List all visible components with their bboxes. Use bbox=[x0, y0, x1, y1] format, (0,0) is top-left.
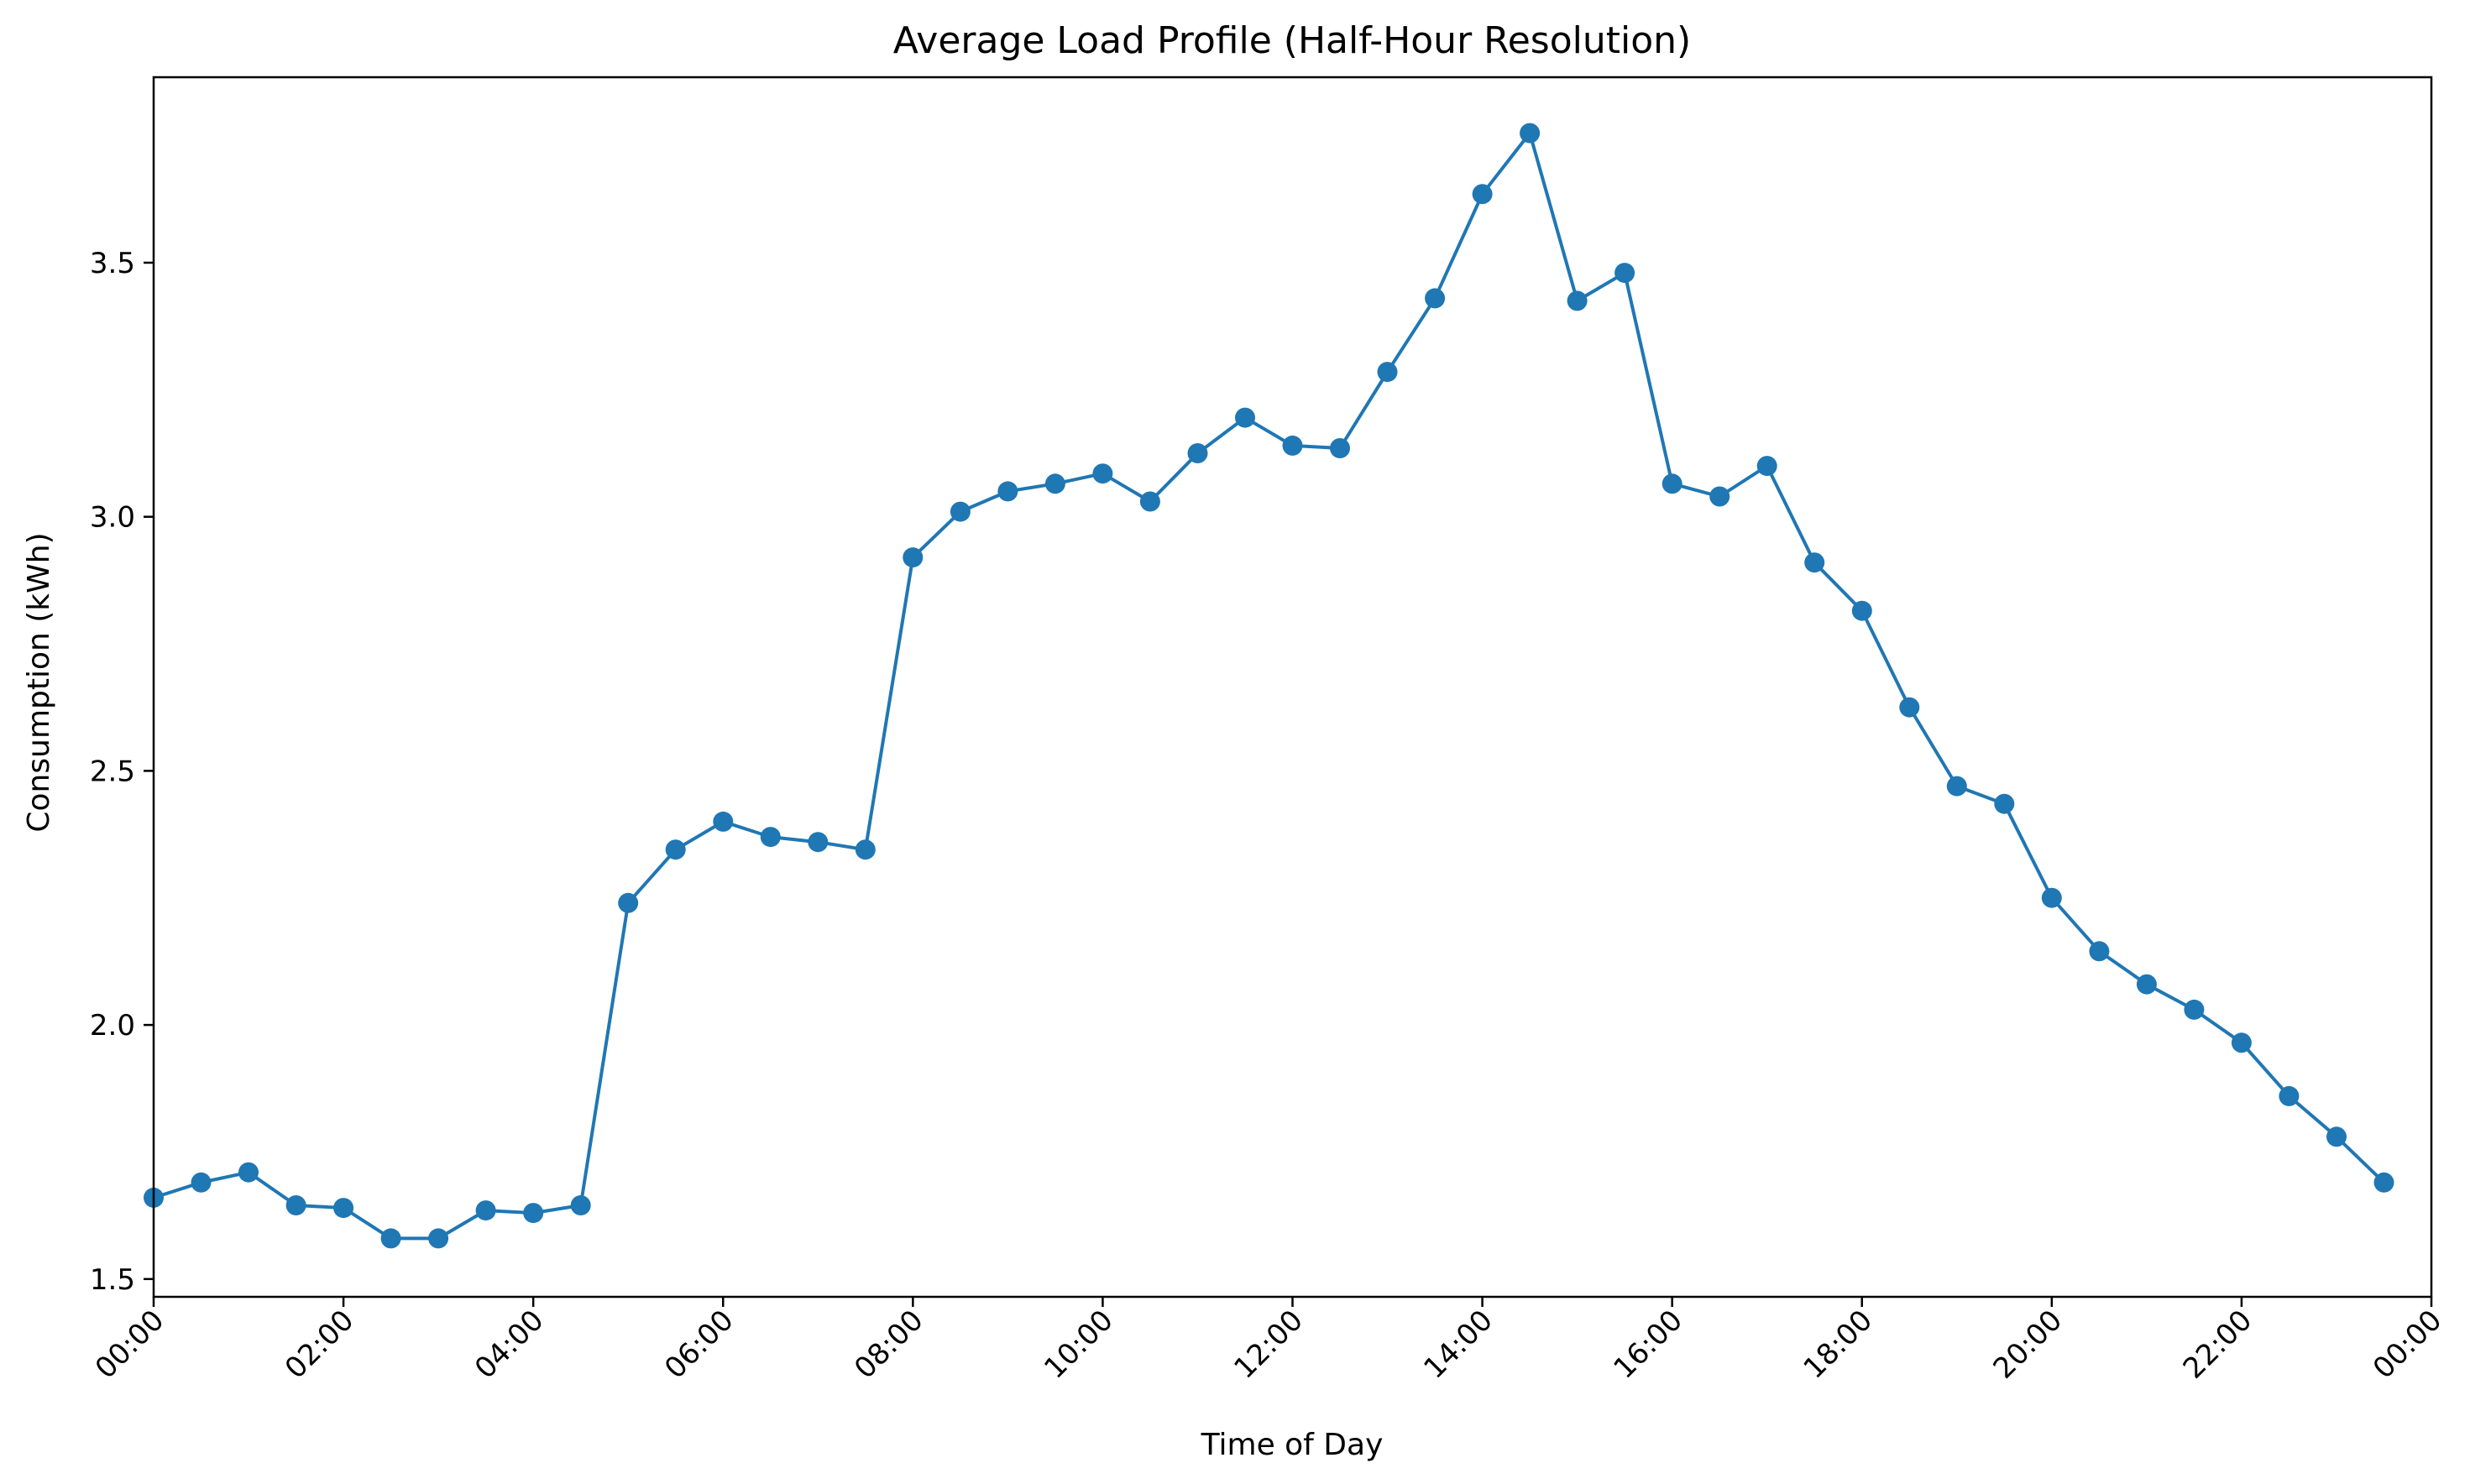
data-point-1800 bbox=[1851, 600, 1872, 621]
data-point-2100 bbox=[2136, 974, 2157, 995]
data-point-1700 bbox=[1756, 456, 1777, 477]
data-point-0330 bbox=[475, 1200, 496, 1221]
data-point-1730 bbox=[1804, 552, 1825, 573]
data-point-0530 bbox=[665, 839, 686, 860]
data-point-0130 bbox=[285, 1195, 306, 1215]
y-tick-label: 3.5 bbox=[90, 247, 135, 280]
data-point-0300 bbox=[428, 1228, 449, 1249]
data-point-0230 bbox=[380, 1228, 401, 1249]
data-point-1430 bbox=[1520, 123, 1541, 144]
data-point-2200 bbox=[2231, 1032, 2252, 1053]
data-point-2330 bbox=[2373, 1172, 2394, 1193]
data-point-0800 bbox=[903, 547, 924, 568]
y-tick-label: 1.5 bbox=[90, 1263, 135, 1297]
plot-area-frame bbox=[152, 76, 2433, 1298]
data-point-2300 bbox=[2326, 1126, 2347, 1147]
data-point-1900 bbox=[1946, 776, 1967, 797]
data-point-1330 bbox=[1425, 288, 1446, 309]
y-tick-label: 2.0 bbox=[90, 1009, 135, 1042]
chart-title: Average Load Profile (Half-Hour Resoluti… bbox=[893, 19, 1691, 62]
data-point-1400 bbox=[1472, 184, 1493, 205]
data-point-1500 bbox=[1567, 290, 1588, 311]
data-point-0400 bbox=[523, 1203, 544, 1224]
data-point-0430 bbox=[570, 1195, 591, 1215]
data-point-2130 bbox=[2184, 999, 2205, 1020]
data-point-1830 bbox=[1899, 697, 1920, 718]
y-axis-ticks: 1.5 2.0 2.5 3.0 3.5 bbox=[90, 247, 154, 1297]
data-point-0830 bbox=[950, 501, 971, 522]
data-point-0930 bbox=[1044, 473, 1065, 494]
data-point-2230 bbox=[2279, 1085, 2300, 1106]
y-axis-label: Consumption (kWh) bbox=[22, 532, 56, 832]
data-point-0100 bbox=[238, 1162, 259, 1183]
data-point-1200 bbox=[1282, 435, 1303, 456]
data-point-1100 bbox=[1187, 443, 1208, 463]
x-axis-label: Time of Day bbox=[1201, 1428, 1384, 1462]
y-tick-label: 3.0 bbox=[90, 501, 135, 535]
data-point-0730 bbox=[855, 839, 876, 860]
data-point-0600 bbox=[713, 811, 734, 832]
data-point-1530 bbox=[1614, 263, 1635, 284]
data-point-1030 bbox=[1139, 491, 1160, 512]
data-point-0200 bbox=[333, 1198, 354, 1219]
data-point-0900 bbox=[997, 481, 1018, 502]
data-point-2030 bbox=[2089, 941, 2110, 962]
series-markers bbox=[144, 123, 2394, 1249]
data-point-1630 bbox=[1709, 486, 1730, 507]
y-tick-label: 2.5 bbox=[90, 755, 135, 788]
data-point-1930 bbox=[1994, 793, 2015, 814]
data-point-1230 bbox=[1330, 438, 1350, 458]
data-point-1130 bbox=[1235, 407, 1255, 428]
data-point-0500 bbox=[618, 892, 639, 913]
data-point-2000 bbox=[2041, 887, 2062, 908]
data-point-1300 bbox=[1377, 362, 1398, 383]
data-point-0630 bbox=[760, 827, 781, 848]
data-point-0030 bbox=[191, 1172, 212, 1193]
data-point-0700 bbox=[808, 832, 829, 853]
data-point-1600 bbox=[1662, 473, 1682, 494]
data-point-1000 bbox=[1092, 463, 1113, 484]
